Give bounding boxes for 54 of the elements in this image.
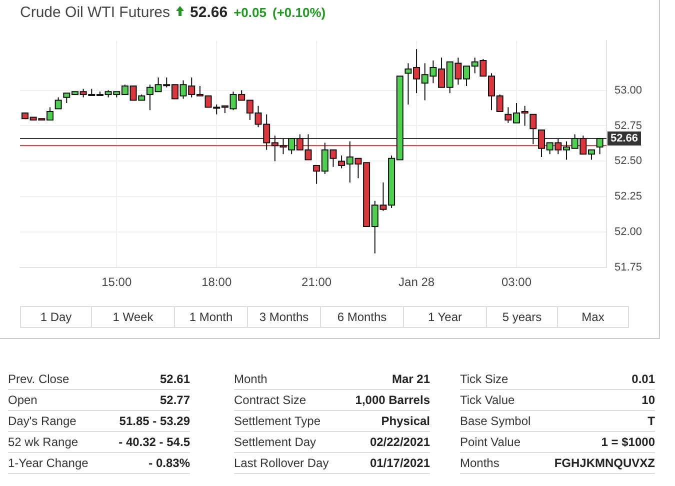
y-tick-label: 52.25 [614,190,642,203]
y-tick-label: 51.75 [614,262,642,274]
text: 52.66 [190,4,228,21]
text: Settlement Day [234,434,316,451]
text: Open [8,392,38,409]
text: 1 Week [92,307,175,327]
text: 02/22/2021 [370,434,430,451]
text: +0.05 [234,5,266,20]
text: 0.01 [632,371,655,388]
text: Max [580,309,606,326]
text: - 40.32 - 54.5 [118,434,190,451]
text: 52 wk Range [8,434,78,451]
text: 1,000 Barrels [355,392,430,409]
text: Point Value [460,434,520,451]
text: (+0.10%) [272,5,326,20]
text: 1 Year [404,307,487,327]
x-tick-label: Jan 28 [398,275,435,290]
text: Contract Size [234,392,306,409]
text: 52.61 [160,371,190,388]
y-tick-label: 52.00 [614,226,642,238]
text: Prev. Close [8,371,70,388]
text: 01/17/2021 [370,455,430,472]
x-tick-label: 18:00 [202,275,232,290]
text: - 0.83% [148,455,190,472]
text: Month [234,371,268,388]
text: Tick Size [460,371,508,388]
x-tick-label: 03:00 [501,275,532,290]
text: Day's Range [8,413,76,430]
chart-title: Crude Oil WTI Futures [20,4,170,21]
text: Settlement Type [234,413,320,430]
text: 10 [642,392,655,409]
text: 51.85 - 53.29 [119,413,190,430]
text: Tick Value [460,392,515,409]
x-tick-label: 15:00 [102,275,132,290]
y-tick-label: 52.50 [614,155,642,168]
text: 1 Month [175,307,248,327]
text: 5 years [487,307,558,327]
text: T [648,413,655,430]
ref-line-label: 52.66 [610,132,638,145]
text: FGHJKMNQUVXZ [554,455,655,472]
text: Physical [381,413,430,430]
x-tick-label: 21:00 [302,275,332,290]
text: 1-Year Change [8,455,88,472]
text: Last Rollover Day [234,455,329,472]
text: Base Symbol [460,413,531,430]
text: 52.77 [160,392,190,409]
y-tick-label: 52.75 [614,120,642,132]
text: Months [460,455,500,472]
y-tick-label: 53.00 [614,84,642,96]
text: 1 Day [21,307,92,327]
text: 3 Months [248,307,321,327]
text: 1 = $1000 [601,434,655,451]
text: 6 Months [321,307,404,327]
text: Mar 21 [392,371,430,388]
